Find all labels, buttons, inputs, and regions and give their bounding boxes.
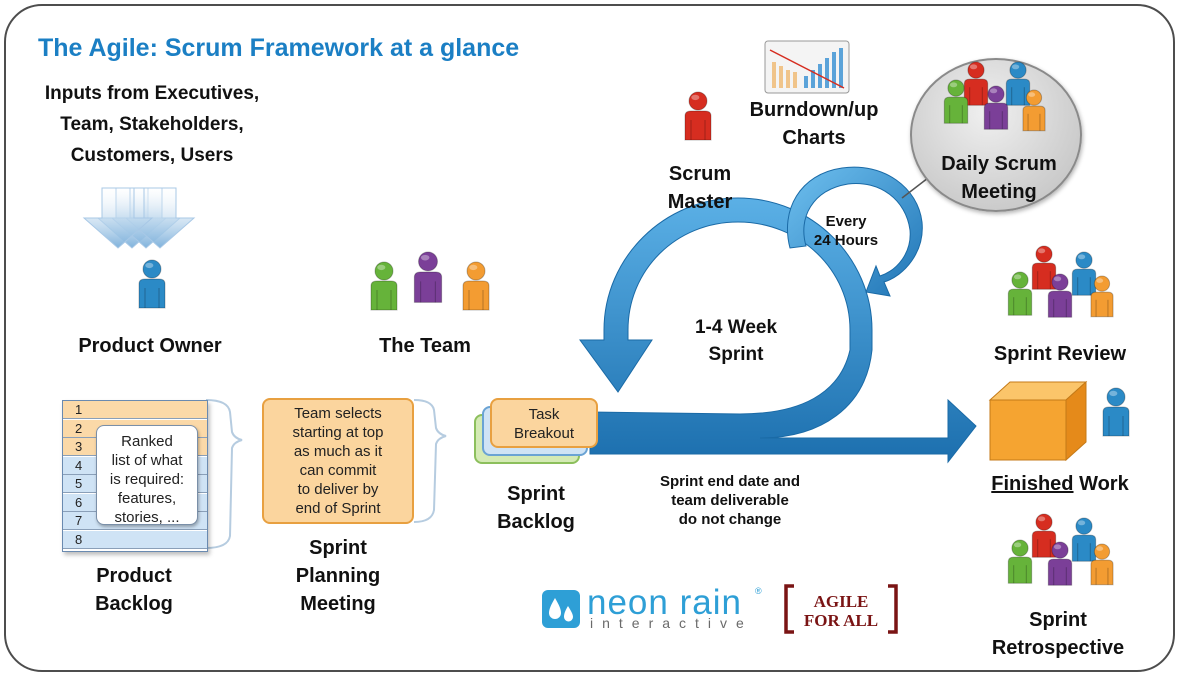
planning-bracket-icon [413, 399, 447, 523]
daily-scrum-circle [910, 58, 1082, 212]
inputs-line-2: Team, Stakeholders, [60, 114, 244, 135]
ranked-note-text: Ranked list of what is required: feature… [97, 432, 197, 527]
sprint-end-note: Sprint end date and team deliverable do … [630, 472, 830, 529]
daily-scrum-people-icon [934, 60, 1064, 155]
backlog-row: 8 [63, 530, 207, 549]
finished-work-person-icon [1096, 387, 1142, 465]
task-breakout-line-1: Task [528, 406, 560, 423]
agile-logo-line-1: AGILE [813, 592, 869, 611]
sprint-planning-label-2: Planning [295, 565, 381, 587]
backlog-row: 1 [63, 401, 207, 419]
scrum-master-label-1: Scrum [668, 163, 732, 185]
ranked-note-line-5: stories, ... [114, 509, 180, 526]
agile-for-all-logo: AGILE FOR ALL [784, 592, 898, 630]
sprint-planning-label-3: Meeting [300, 593, 376, 615]
page-title: The Agile: Scrum Framework at a glance [38, 34, 520, 62]
ranked-note-line-3: is required: [109, 471, 185, 488]
finished-underlined-text: Finished [991, 473, 1074, 495]
sprint-cycle-line-2: Sprint [708, 344, 764, 365]
sprint-end-note-line-2: team deliverable [671, 492, 789, 509]
task-breakout-box: Task Breakout [490, 398, 598, 448]
planning-note-line-6: end of Sprint [295, 500, 381, 517]
planning-note-line-1: Team selects [294, 405, 382, 422]
burndown-label-1: Burndown/up [749, 99, 879, 121]
planning-note-line-5: to deliver by [297, 481, 379, 498]
registered-mark: ® [755, 586, 762, 596]
neon-rain-logo-icon [542, 590, 580, 628]
sprint-review-label: Sprint Review [993, 343, 1127, 365]
sprint-cycle-line-1: 1-4 Week [694, 317, 778, 338]
sprint-cycle-label: 1-4 Week Sprint [672, 314, 800, 368]
product-owner-label: Product Owner [78, 335, 222, 357]
scrum-master-label: Scrum Master [650, 160, 750, 216]
backlog-bracket-icon [205, 399, 243, 549]
product-backlog-label-2: Backlog [95, 593, 173, 615]
neon-rain-wordmark: neon rain [587, 583, 742, 622]
ranked-note-line-1: Ranked [121, 433, 173, 450]
sprint-planning-label-1: Sprint [309, 537, 367, 559]
product-backlog-label-1: Product [96, 565, 172, 587]
inputs-line-3: Customers, Users [70, 145, 234, 166]
sprint-backlog-label-1: Sprint [507, 483, 565, 505]
planning-note-line-4: can commit [299, 462, 377, 479]
input-arrows-icon [82, 187, 196, 249]
ranked-note-line-4: features, [117, 490, 177, 507]
ranked-note-line-2: list of what [111, 452, 183, 469]
the-team-label: The Team [379, 335, 471, 357]
scrum-master-label-2: Master [667, 191, 733, 213]
scrum-master-person-icon [676, 90, 724, 165]
planning-note-line-2: starting at top [292, 424, 384, 441]
burndown-label: Burndown/up Charts [736, 96, 892, 152]
daily-scrum-label-2: Meeting [961, 181, 1037, 203]
sprint-end-note-line-3: do not change [678, 511, 782, 528]
finished-rest-text: Work [1073, 473, 1129, 495]
burndown-label-2: Charts [782, 127, 846, 149]
agile-for-all-brackets-icon [784, 584, 898, 634]
product-owner-person-icon [128, 258, 178, 333]
inputs-text: Inputs from Executives, Team, Stakeholde… [20, 78, 284, 171]
agile-logo-line-2: FOR ALL [803, 611, 879, 630]
sprint-planning-label: Sprint Planning Meeting [276, 534, 400, 618]
sprint-retro-people-icon [998, 513, 1128, 609]
interactive-wordmark: interactive [590, 615, 753, 631]
burndown-chart-icon [764, 40, 850, 94]
daily-cycle-label: Every 24 Hours [808, 212, 884, 250]
sprint-retro-label-2: Retrospective [991, 637, 1125, 659]
sprint-retro-label-1: Sprint [1029, 609, 1087, 631]
task-breakout-line-2: Breakout [513, 425, 575, 442]
planning-note-text: Team selects starting at top as much as … [264, 404, 412, 518]
sprint-backlog-label: Sprint Backlog [476, 480, 596, 536]
daily-scrum-label: Daily Scrum Meeting [920, 150, 1078, 206]
sprint-review-people-icon [998, 245, 1128, 341]
finished-work-box-icon [988, 380, 1088, 462]
finished-work-label: Finished Work [970, 470, 1150, 498]
team-people-icon [356, 250, 504, 335]
daily-cycle-line-2: 24 Hours [813, 232, 879, 249]
inputs-line-1: Inputs from Executives, [44, 83, 260, 104]
sprint-backlog-label-2: Backlog [497, 511, 575, 533]
task-breakout-text: Task Breakout [492, 405, 596, 443]
daily-scrum-label-1: Daily Scrum [941, 153, 1057, 175]
planning-note-line-3: as much as it [293, 443, 383, 460]
sprint-retro-label: Sprint Retrospective [970, 606, 1146, 662]
ranked-note-box: Ranked list of what is required: feature… [96, 425, 198, 527]
sprint-end-note-line-1: Sprint end date and [659, 473, 800, 490]
product-backlog-label: Product Backlog [64, 562, 204, 618]
planning-note-box: Team selects starting at top as much as … [262, 398, 414, 524]
daily-cycle-line-1: Every [825, 213, 867, 230]
